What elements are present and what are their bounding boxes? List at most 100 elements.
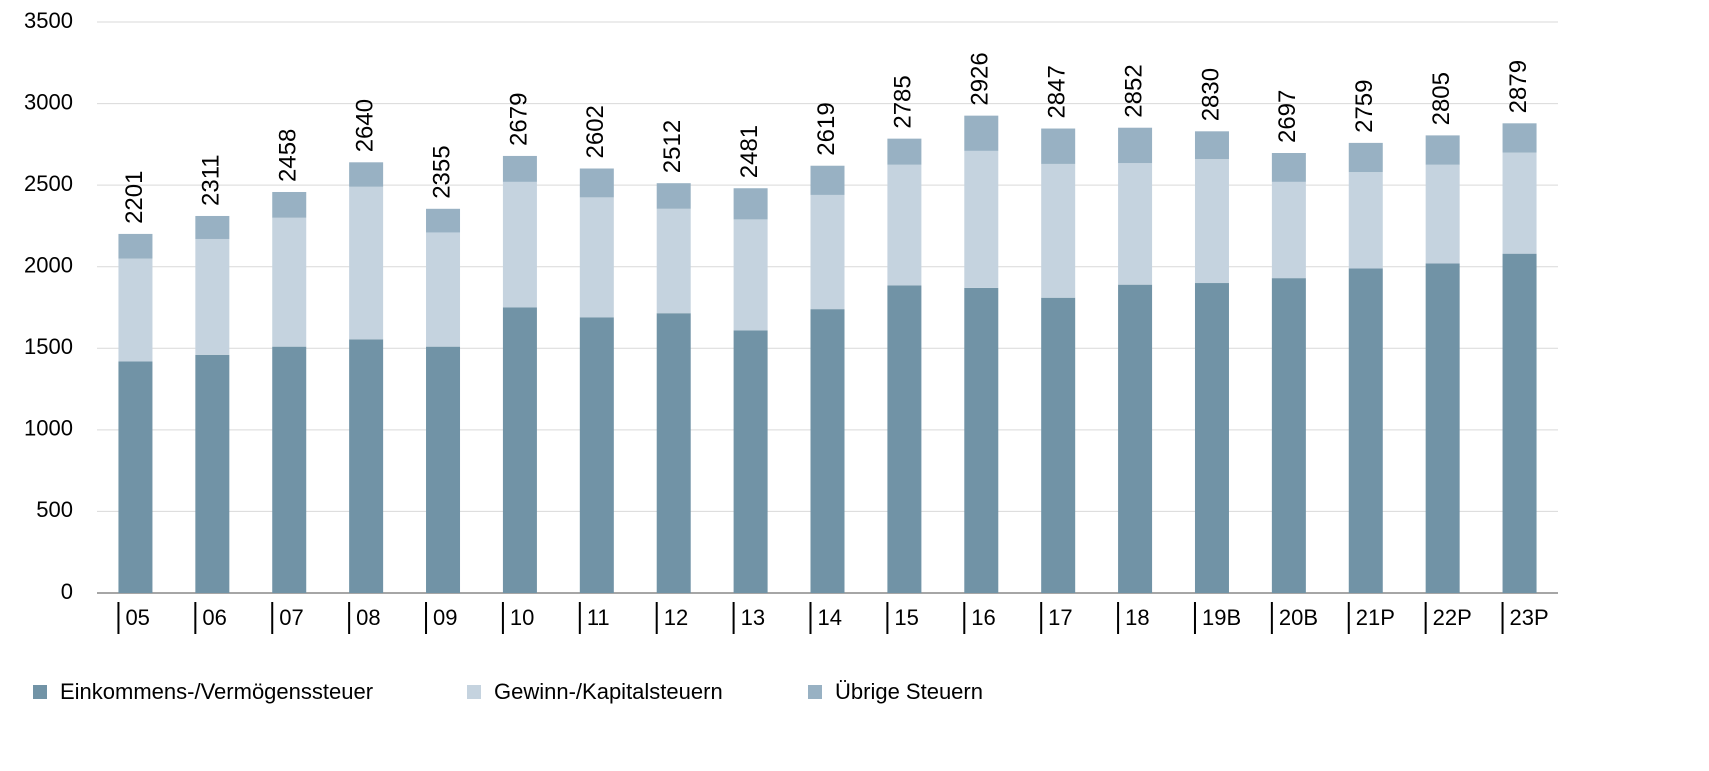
x-tick-label: 12 [664,605,688,630]
total-label: 2640 [351,99,378,152]
bar-segment [1425,135,1460,165]
x-tick-label: 21P [1356,605,1395,630]
bar-segment [1271,181,1306,279]
x-tick-label: 17 [1048,605,1072,630]
bar-segment [195,238,230,355]
bar-segment [887,138,922,165]
total-label: 2355 [428,145,455,198]
bar-segment [887,164,922,286]
total-label: 2785 [890,75,917,128]
bar-segment [733,330,768,593]
bar-segment [1118,284,1153,593]
bar-segment [1502,152,1537,254]
bar-segment [1194,283,1229,593]
total-label: 2697 [1274,90,1301,143]
x-tick-label: 08 [356,605,380,630]
x-tick-label: 23P [1510,605,1549,630]
x-tick-label: 18 [1125,605,1149,630]
bar-segment [502,181,537,308]
total-label: 2830 [1197,68,1224,121]
total-label: 2311 [198,154,225,206]
bar-segment [579,168,614,198]
x-tick-label: 14 [818,605,842,630]
bar-segment [579,317,614,593]
y-tick-label: 1500 [24,334,73,359]
bar-segment [656,208,691,314]
total-label: 2458 [275,129,302,182]
y-tick-label: 0 [61,579,73,604]
bar-segment [1502,253,1537,594]
legend-label: Übrige Steuern [835,679,983,704]
bar-segment [656,183,691,209]
y-tick-label: 500 [36,497,73,522]
bar-segment [1425,164,1460,264]
x-tick-label: 16 [971,605,995,630]
bar-segment [1348,142,1383,173]
total-label: 2926 [967,52,994,105]
y-tick-label: 1000 [24,416,73,441]
bar-segment [1425,263,1460,593]
bar-segment [579,197,614,318]
x-tick-label: 13 [741,605,765,630]
x-tick-label: 11 [587,605,610,630]
total-label: 2759 [1351,79,1378,132]
bar-segment [272,191,307,218]
y-tick-label: 2500 [24,171,73,196]
bar-segment [502,155,537,182]
bar-segment [426,232,461,347]
x-tick-label: 15 [894,605,918,630]
bar-segment [1502,123,1537,153]
total-label: 2481 [736,125,763,178]
bar-segment [272,217,307,347]
bar-segment [349,162,384,187]
legend-swatch [33,685,47,699]
y-tick-label: 2000 [24,253,73,278]
bar-segment [1041,297,1076,593]
bar-segment [349,186,384,340]
bar-segment [502,307,537,593]
x-tick-label: 05 [125,605,149,630]
x-tick-label: 06 [202,605,226,630]
x-tick-label: 09 [433,605,457,630]
bar-segment [733,188,768,220]
bar-segment [1118,163,1153,285]
bar-segment [195,354,230,593]
y-tick-label: 3000 [24,89,73,114]
total-label: 2805 [1428,72,1455,125]
bar-segment [349,339,384,593]
legend-swatch [808,685,822,699]
total-label: 2512 [659,120,686,173]
bar-segment [964,115,999,151]
bar-segment [118,233,153,259]
bar-segment [656,313,691,593]
bar-segment [1041,163,1076,298]
bar-segment [1194,131,1229,160]
bar-segment [964,287,999,593]
legend-swatch [467,685,481,699]
total-label: 2201 [121,171,148,224]
legend-label: Einkommens-/Vermögenssteuer [60,679,373,704]
bar-segment [1271,278,1306,593]
bar-segment [733,219,768,331]
bar-segment [1118,127,1153,164]
bar-segment [810,309,845,593]
bar-segment [118,361,153,593]
bar-segment [1194,159,1229,284]
bar-segment [1271,153,1306,182]
bar-segment [426,346,461,593]
x-tick-label: 19B [1202,605,1241,630]
legend-label: Gewinn-/Kapitalsteuern [494,679,723,704]
bar-segment [964,150,999,288]
bar-segment [195,215,230,239]
bar-segment [426,208,461,233]
y-tick-label: 3500 [24,8,73,33]
bar-segment [810,194,845,310]
total-label: 2679 [505,93,532,146]
bar-segment [1041,128,1076,164]
bar-segment [1348,268,1383,593]
total-label: 2879 [1505,60,1532,113]
bar-segment [810,165,845,195]
bar-segment [1348,172,1383,269]
bar-segment [272,346,307,593]
